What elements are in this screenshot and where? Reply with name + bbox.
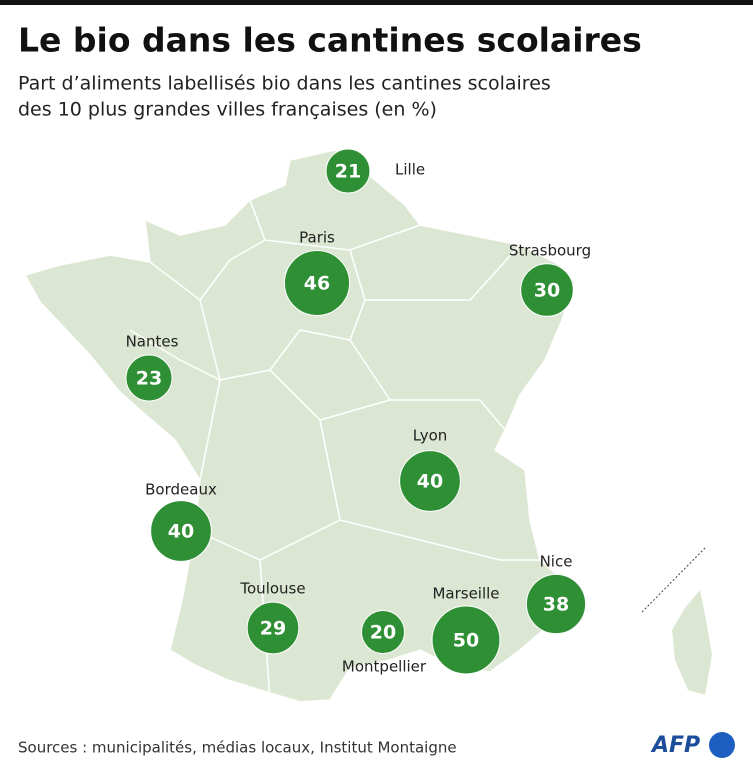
logo-dot bbox=[709, 732, 735, 758]
subtitle: Part d’aliments labellisés bio dans les … bbox=[18, 73, 551, 95]
city-name: Paris bbox=[299, 229, 335, 247]
france-shape bbox=[23, 149, 576, 703]
city-value: 21 bbox=[335, 161, 361, 183]
city-value: 29 bbox=[260, 618, 286, 640]
city-circle bbox=[150, 500, 212, 562]
city-circle bbox=[399, 450, 461, 512]
city-name: Marseille bbox=[432, 585, 499, 603]
map bbox=[23, 149, 712, 703]
city-value: 20 bbox=[370, 622, 396, 644]
city-name: Lille bbox=[395, 161, 425, 179]
title: Le bio dans les cantines scolaires bbox=[18, 21, 642, 60]
subtitle: des 10 plus grandes villes françaises (e… bbox=[18, 99, 437, 121]
city-circle bbox=[361, 610, 405, 654]
inset-divider bbox=[641, 547, 706, 613]
city-name: Bordeaux bbox=[145, 481, 217, 499]
city-circle bbox=[125, 354, 173, 402]
top-bar bbox=[0, 0, 753, 5]
city-value: 23 bbox=[136, 368, 162, 390]
city-name: Toulouse bbox=[239, 580, 305, 598]
city-name: Nantes bbox=[126, 333, 179, 351]
city-name: Montpellier bbox=[342, 658, 427, 676]
city-name: Nice bbox=[540, 553, 573, 571]
city-circle bbox=[325, 148, 371, 194]
city-value: 30 bbox=[534, 280, 560, 302]
city-value: 38 bbox=[543, 594, 569, 616]
city-value: 50 bbox=[453, 630, 479, 652]
logo: AFP bbox=[650, 733, 700, 758]
city-circle bbox=[525, 573, 587, 635]
corsica bbox=[672, 590, 712, 695]
city-circle bbox=[283, 249, 351, 317]
city-circle bbox=[520, 263, 574, 317]
cities: 21 Lille 46 Paris 30 Strasbourg 23 Nantes 40 Lyon… bbox=[125, 148, 591, 676]
city-value: 46 bbox=[304, 273, 330, 295]
city-value: 40 bbox=[417, 471, 443, 493]
region-borders bbox=[129, 199, 540, 701]
city-circle bbox=[431, 605, 501, 675]
city-circle bbox=[246, 601, 300, 655]
city-name: Strasbourg bbox=[509, 242, 591, 260]
city-name: Lyon bbox=[413, 427, 448, 445]
city-value: 40 bbox=[168, 521, 194, 543]
source: Sources : municipalités, médias locaux, … bbox=[18, 739, 457, 757]
